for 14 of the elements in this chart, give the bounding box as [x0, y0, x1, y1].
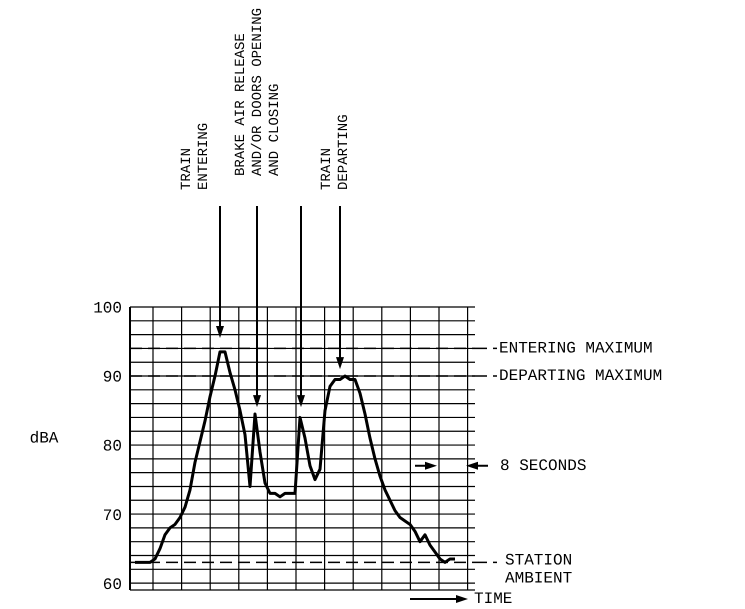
- text: TRAIN ENTERING: [179, 122, 212, 190]
- text: 8 SECONDS: [500, 456, 586, 475]
- y-tick-label: 100: [93, 300, 122, 318]
- text: TRAIN DEPARTING: [319, 114, 352, 190]
- text: BRAKE AIR RELEASE AND/OR DOORS OPENING AND CLOSING: [233, 8, 283, 176]
- y-tick-label: 70: [102, 506, 122, 525]
- y-tick-label: 60: [102, 576, 122, 594]
- ref-line-label: ENTERING MAXIMUM: [499, 340, 653, 358]
- text: TIME: [474, 590, 512, 608]
- ref-line-label: STATION AMBIENT: [505, 552, 572, 588]
- y-tick-label: 80: [102, 438, 122, 456]
- ref-line-label: DEPARTING MAXIMUM: [499, 367, 662, 386]
- y-axis-title: dBA: [30, 430, 59, 448]
- y-tick-label: 90: [102, 368, 122, 387]
